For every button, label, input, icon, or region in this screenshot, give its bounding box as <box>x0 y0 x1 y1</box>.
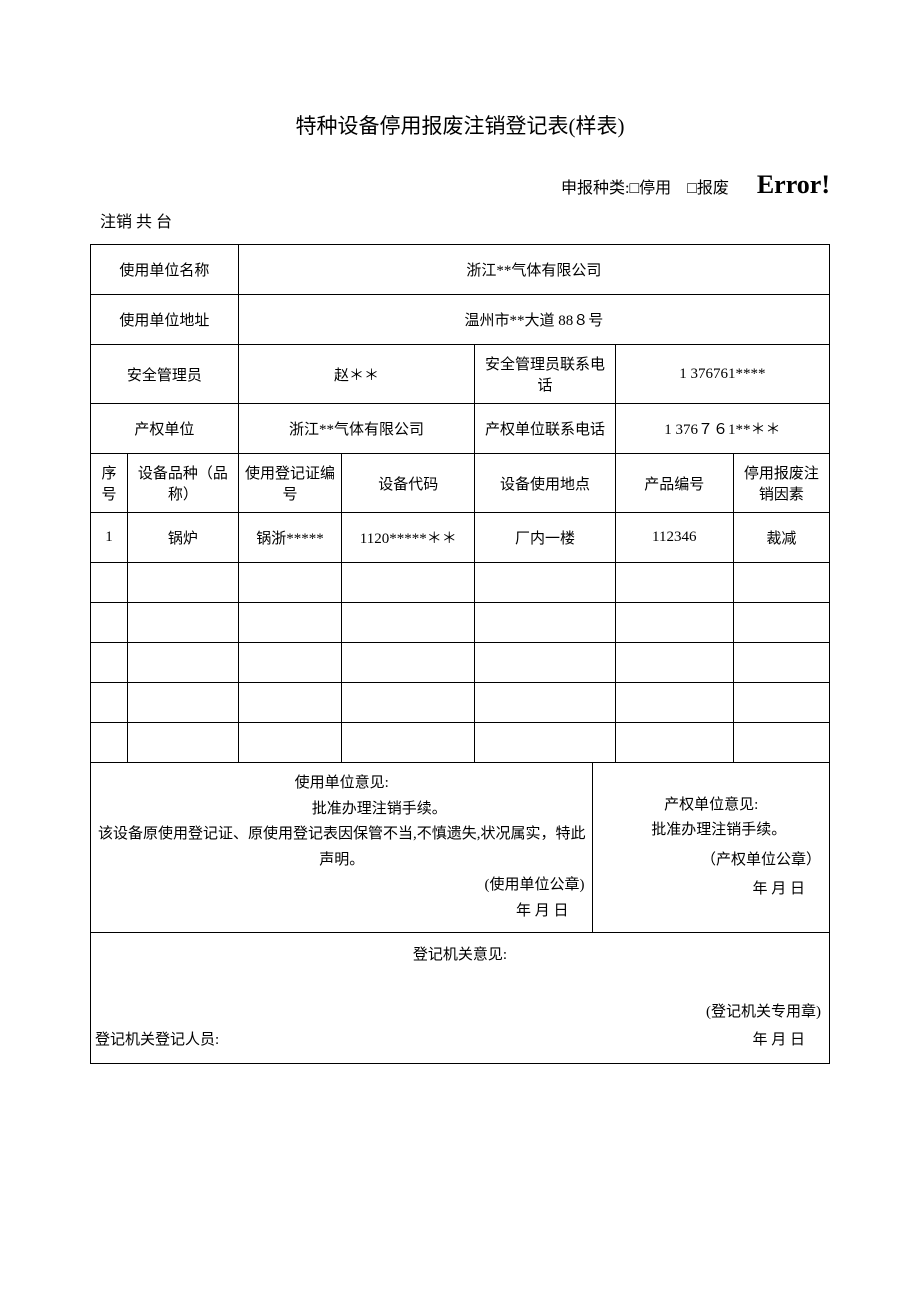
user-unit-addr: 温州市**大道 88８号 <box>238 295 829 345</box>
col-prod-no: 产品编号 <box>615 454 733 513</box>
user-unit-name-label: 使用单位名称 <box>91 245 239 295</box>
user-unit-addr-label: 使用单位地址 <box>91 295 239 345</box>
owner-unit-tel-label: 产权单位联系电话 <box>475 404 615 454</box>
safety-mgr-label: 安全管理员 <box>91 345 239 404</box>
registration-opinion: 登记机关意见: (登记机关专用章) 登记机关登记人员: 年 月 日 <box>91 933 830 1064</box>
user-opinion-title: 使用单位意见: <box>95 771 588 797</box>
owner-opinion-title: 产权单位意见: <box>597 793 825 819</box>
table-row: 1 锅炉 锅浙***** 1120*****＊＊ 厂内一楼 112346 裁减 <box>91 513 830 563</box>
category-line: 申报种类:□停用 □报废 Error! <box>90 170 830 200</box>
cancel-count-line: 注销 共 台 <box>90 208 830 232</box>
stop-label: 停用 <box>639 180 671 197</box>
safety-mgr-tel-label: 安全管理员联系电话 <box>475 345 615 404</box>
col-reg-no: 使用登记证编号 <box>238 454 341 513</box>
cell-seq: 1 <box>91 513 128 563</box>
reg-opinion-seal: (登记机关专用章) <box>95 998 825 1027</box>
owner-opinion-seal: （产权单位公章） <box>597 848 825 874</box>
user-opinion-date: 年 月 日 <box>95 899 588 925</box>
cell-location: 厂内一楼 <box>475 513 615 563</box>
col-code: 设备代码 <box>342 454 475 513</box>
table-row <box>91 643 830 683</box>
table-row <box>91 563 830 603</box>
user-opinion-line1: 批准办理注销手续。 <box>95 797 588 823</box>
cell-code: 1120*****＊＊ <box>342 513 475 563</box>
table-row <box>91 723 830 763</box>
reg-opinion-title: 登记机关意见: <box>95 941 825 970</box>
user-unit-name: 浙江**气体有限公司 <box>238 245 829 295</box>
owner-opinion-line1: 批准办理注销手续。 <box>597 818 825 844</box>
user-unit-opinion: 使用单位意见: 批准办理注销手续。 该设备原使用登记证、原使用登记表因保管不当,… <box>91 763 593 933</box>
cell-type: 锅炉 <box>127 513 238 563</box>
safety-mgr-tel: 1 376761**** <box>615 345 829 404</box>
user-opinion-seal: (使用单位公章) <box>95 873 588 899</box>
table-row <box>91 683 830 723</box>
col-location: 设备使用地点 <box>475 454 615 513</box>
cell-reason: 裁减 <box>733 513 829 563</box>
owner-unit-opinion: 产权单位意见: 批准办理注销手续。 （产权单位公章） 年 月 日 <box>593 763 830 933</box>
col-type: 设备品种（品称） <box>127 454 238 513</box>
cell-prod-no: 112346 <box>615 513 733 563</box>
owner-unit-tel: 1 376７６1**＊＊ <box>615 404 829 454</box>
table-row <box>91 603 830 643</box>
reg-opinion-staff: 登记机关登记人员: <box>95 1026 219 1055</box>
error-text: Error! <box>757 170 830 200</box>
reg-opinion-date: 年 月 日 <box>752 1026 825 1055</box>
form-title: 特种设备停用报废注销登记表(样表) <box>90 110 830 140</box>
scrap-label: 报废 <box>697 180 729 197</box>
col-reason: 停用报废注销因素 <box>733 454 829 513</box>
owner-unit: 浙江**气体有限公司 <box>238 404 474 454</box>
user-opinion-line2: 该设备原使用登记证、原使用登记表因保管不当,不慎遗失,状况属实，特此声明。 <box>95 822 588 873</box>
owner-opinion-date: 年 月 日 <box>597 877 825 903</box>
cell-reg-no: 锅浙***** <box>238 513 341 563</box>
owner-unit-label: 产权单位 <box>91 404 239 454</box>
registration-table: 使用单位名称 浙江**气体有限公司 使用单位地址 温州市**大道 88８号 安全… <box>90 244 830 1064</box>
safety-mgr: 赵＊＊ <box>238 345 474 404</box>
col-seq: 序号 <box>91 454 128 513</box>
category-label: 申报种类: <box>561 180 629 197</box>
